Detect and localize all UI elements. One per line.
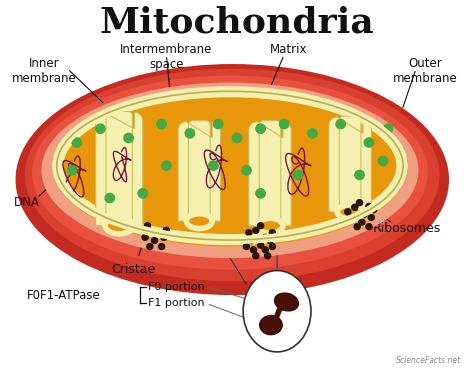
Ellipse shape <box>41 82 419 258</box>
Circle shape <box>96 124 105 134</box>
Circle shape <box>308 129 317 138</box>
Circle shape <box>354 224 360 230</box>
Circle shape <box>262 234 268 240</box>
Circle shape <box>352 204 358 210</box>
Polygon shape <box>178 121 220 221</box>
Text: Ribosomes: Ribosomes <box>373 222 441 234</box>
Circle shape <box>145 223 151 229</box>
Ellipse shape <box>105 217 133 234</box>
Circle shape <box>256 124 265 134</box>
Circle shape <box>152 237 157 243</box>
Circle shape <box>366 224 372 230</box>
Circle shape <box>209 161 218 170</box>
Circle shape <box>158 243 164 249</box>
Circle shape <box>371 207 377 213</box>
Polygon shape <box>249 121 291 226</box>
Ellipse shape <box>243 271 311 352</box>
Circle shape <box>253 227 259 233</box>
Circle shape <box>269 243 275 249</box>
Text: F0 portion: F0 portion <box>148 282 205 292</box>
Ellipse shape <box>186 214 212 228</box>
Ellipse shape <box>192 217 207 225</box>
Circle shape <box>161 234 167 240</box>
Ellipse shape <box>53 89 407 246</box>
Circle shape <box>124 134 133 142</box>
Circle shape <box>138 189 147 198</box>
Circle shape <box>336 120 346 129</box>
Circle shape <box>243 243 249 249</box>
Circle shape <box>248 237 254 243</box>
Circle shape <box>378 156 388 166</box>
Ellipse shape <box>274 293 299 311</box>
Text: DNA: DNA <box>14 196 40 209</box>
Circle shape <box>366 203 372 209</box>
Circle shape <box>147 243 153 249</box>
Circle shape <box>269 230 275 236</box>
Text: F0F1-ATPase: F0F1-ATPase <box>27 288 101 302</box>
Text: F1 portion: F1 portion <box>148 298 205 308</box>
Ellipse shape <box>257 218 283 233</box>
Circle shape <box>349 214 356 220</box>
Circle shape <box>257 223 264 229</box>
Circle shape <box>72 138 82 147</box>
Circle shape <box>256 189 265 198</box>
Circle shape <box>262 247 268 253</box>
Text: ScienceFacts.net: ScienceFacts.net <box>396 356 461 365</box>
Text: Cristae: Cristae <box>111 263 155 276</box>
Circle shape <box>162 161 171 170</box>
Ellipse shape <box>16 64 449 295</box>
Circle shape <box>213 120 223 129</box>
Polygon shape <box>96 111 143 226</box>
Circle shape <box>232 134 242 142</box>
Circle shape <box>157 120 166 129</box>
Circle shape <box>154 230 160 236</box>
Circle shape <box>250 247 256 253</box>
Circle shape <box>368 214 374 220</box>
Circle shape <box>267 237 273 243</box>
Ellipse shape <box>25 69 439 281</box>
Circle shape <box>185 129 195 138</box>
Circle shape <box>359 219 365 225</box>
Circle shape <box>279 120 289 129</box>
Circle shape <box>345 209 351 215</box>
Ellipse shape <box>111 222 128 230</box>
Circle shape <box>264 253 271 259</box>
Text: Outer
membrane: Outer membrane <box>393 57 458 85</box>
Circle shape <box>355 170 364 180</box>
Circle shape <box>253 253 259 259</box>
Circle shape <box>364 138 374 147</box>
Polygon shape <box>329 116 371 212</box>
Circle shape <box>361 211 367 217</box>
Circle shape <box>257 242 264 248</box>
Circle shape <box>383 124 392 134</box>
Text: Inner
membrane: Inner membrane <box>11 57 76 85</box>
Circle shape <box>142 234 148 240</box>
Circle shape <box>163 227 169 233</box>
Ellipse shape <box>260 315 282 335</box>
Text: Intermembrane
space: Intermembrane space <box>120 43 212 71</box>
Circle shape <box>246 230 252 236</box>
Circle shape <box>356 200 363 206</box>
Ellipse shape <box>263 222 277 230</box>
Circle shape <box>67 166 77 175</box>
Text: Matrix: Matrix <box>270 43 308 56</box>
Circle shape <box>242 166 251 175</box>
Ellipse shape <box>343 209 357 215</box>
Circle shape <box>293 170 303 180</box>
Ellipse shape <box>32 76 428 270</box>
Circle shape <box>105 194 115 202</box>
Ellipse shape <box>337 205 363 219</box>
Text: Mitochondria: Mitochondria <box>100 5 374 39</box>
